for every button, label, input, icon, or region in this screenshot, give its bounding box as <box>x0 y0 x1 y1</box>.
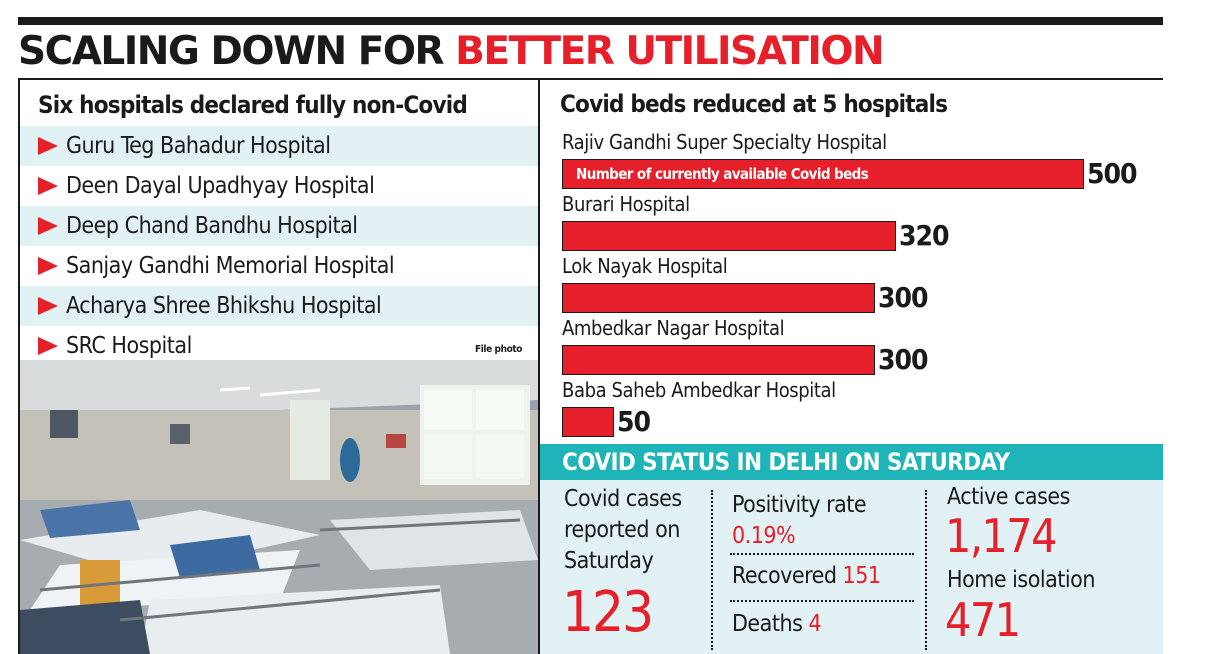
status-divider-1 <box>711 490 713 650</box>
cases-value: 123 <box>562 580 654 645</box>
bed-reduction-bar-chart: Rajiv Gandhi Super Specialty Hospital Num… <box>540 126 1163 444</box>
bar-category-label: Lok Nayak Hospital <box>562 254 728 278</box>
ward-photo-illustration <box>20 360 538 654</box>
bar <box>562 345 875 375</box>
positivity-value: 0.19% <box>732 523 796 549</box>
status-divider-2 <box>925 490 927 650</box>
stat-separator-1 <box>730 553 914 555</box>
recovered-stat: Recovered 151 <box>732 559 881 593</box>
bar-value-label: 300 <box>878 343 929 376</box>
arrow-icon <box>38 217 58 235</box>
bar-value-label: 300 <box>878 281 929 314</box>
status-panel <box>540 480 1163 654</box>
bar-category-label: Burari Hospital <box>562 192 690 216</box>
headline-part2: BETTER UTILISATION <box>455 29 885 74</box>
hospital-name: Sanjay Gandhi Memorial Hospital <box>66 253 395 279</box>
hospital-name: Acharya Shree Bhikshu Hospital <box>66 293 382 319</box>
bar <box>562 407 614 437</box>
active-cases-value: 1,174 <box>945 509 1057 563</box>
bar-category-label: Rajiv Gandhi Super Specialty Hospital <box>562 130 887 154</box>
list-item: Deep Chand Bandhu Hospital <box>20 206 538 246</box>
list-item: Acharya Shree Bhikshu Hospital <box>20 286 538 326</box>
bar-category-label: Ambedkar Nagar Hospital <box>562 316 785 340</box>
positivity-label: Positivity rate <box>732 492 867 518</box>
arrow-icon <box>38 337 58 355</box>
active-cases-label: Active cases <box>947 484 1070 510</box>
list-item: Guru Teg Bahadur Hospital <box>20 126 538 166</box>
arrow-icon <box>38 297 58 315</box>
arrow-icon <box>38 177 58 195</box>
bar-value-label: 500 <box>1087 157 1138 190</box>
left-border <box>18 80 20 654</box>
headline-part1: SCALING DOWN FOR <box>18 29 456 74</box>
home-isolation-value: 471 <box>945 593 1021 647</box>
list-item: SRC Hospital <box>20 326 538 366</box>
non-covid-title: Six hospitals declared fully non-Covid <box>38 91 468 119</box>
deaths-stat: Deaths 4 <box>732 607 822 641</box>
bar <box>562 283 875 313</box>
hospital-ward-photo <box>20 360 538 654</box>
positivity-stat: Positivity rate 0.19% <box>732 490 912 552</box>
hospital-name: SRC Hospital <box>66 333 192 359</box>
hospital-name: Deen Dayal Upadhyay Hospital <box>66 173 375 199</box>
status-title: COVID STATUS IN DELHI ON SATURDAY <box>540 444 1163 480</box>
recovered-value: 151 <box>842 563 882 589</box>
photo-credit: File photo <box>475 344 523 355</box>
recovered-label: Recovered <box>732 563 837 589</box>
deaths-value: 4 <box>808 611 822 637</box>
headline-rule <box>18 78 1163 80</box>
list-item: Sanjay Gandhi Memorial Hospital <box>20 246 538 286</box>
arrow-icon <box>38 137 58 155</box>
hospital-name: Guru Teg Bahadur Hospital <box>66 133 331 159</box>
list-item: Deen Dayal Upadhyay Hospital <box>20 166 538 206</box>
bar <box>562 159 1084 189</box>
cases-label: Covid cases reported on Saturday <box>564 486 682 574</box>
bar <box>562 221 896 251</box>
panel-divider <box>538 80 540 654</box>
bar-annotation: Number of currently available Covid beds <box>576 165 869 183</box>
bar-category-label: Baba Saheb Ambedkar Hospital <box>562 378 836 402</box>
top-rule <box>18 17 1163 25</box>
stat-separator-2 <box>730 600 914 602</box>
bar-value-label: 320 <box>899 219 950 252</box>
bar-value-label: 50 <box>617 405 651 438</box>
headline: SCALING DOWN FOR BETTER UTILISATION <box>18 28 885 76</box>
home-isolation-label: Home isolation <box>947 567 1095 593</box>
hospital-name: Deep Chand Bandhu Hospital <box>66 213 358 239</box>
non-covid-hospital-list: Guru Teg Bahadur Hospital Deen Dayal Upad… <box>20 126 538 366</box>
arrow-icon <box>38 257 58 275</box>
chart-title: Covid beds reduced at 5 hospitals <box>560 90 948 118</box>
deaths-label: Deaths <box>732 611 803 637</box>
